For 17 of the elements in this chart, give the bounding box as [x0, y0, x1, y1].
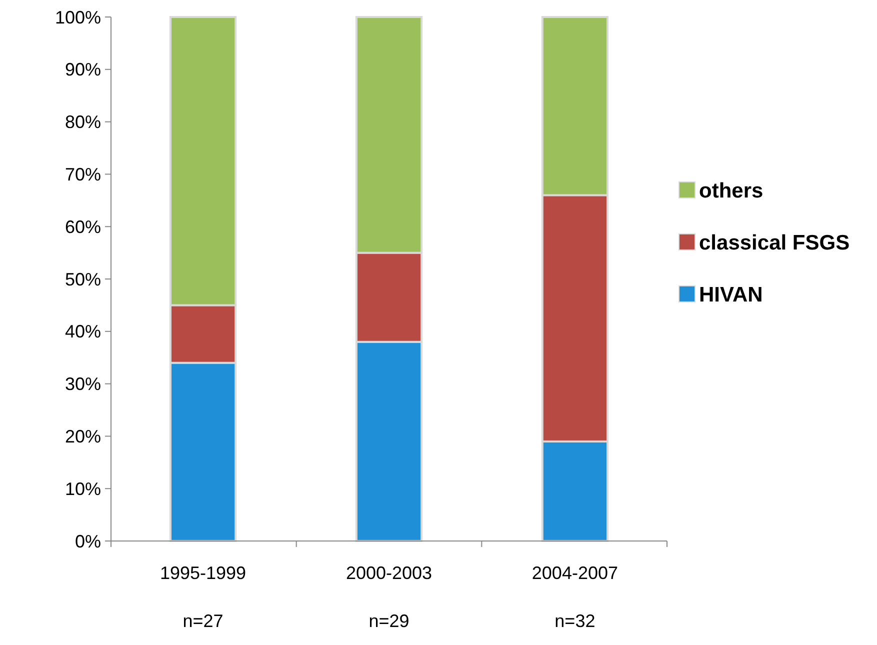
legend-label: others — [699, 179, 764, 202]
y-tick-label: 80% — [64, 112, 101, 132]
y-tick-label: 30% — [64, 374, 101, 394]
legend-label: HIVAN — [699, 283, 763, 306]
y-tick-label: 50% — [64, 269, 101, 290]
category-label: 1995-1999 n=27 — [160, 563, 246, 631]
category-label: 2000-2003 n=29 — [346, 563, 432, 631]
y-tick-label: 100% — [54, 7, 101, 28]
y-tick-label: 90% — [64, 60, 101, 80]
y-tick-label: 0% — [74, 531, 101, 552]
y-tick-label: 10% — [64, 478, 101, 499]
y-tick-label: 70% — [64, 164, 101, 184]
category-label: 2004-2007 n=32 — [532, 563, 618, 631]
legend-label: classical FSGS — [699, 231, 850, 254]
y-tick-label: 40% — [64, 322, 101, 342]
y-tick-label: 60% — [64, 216, 101, 237]
y-tick-label: 20% — [64, 426, 101, 446]
